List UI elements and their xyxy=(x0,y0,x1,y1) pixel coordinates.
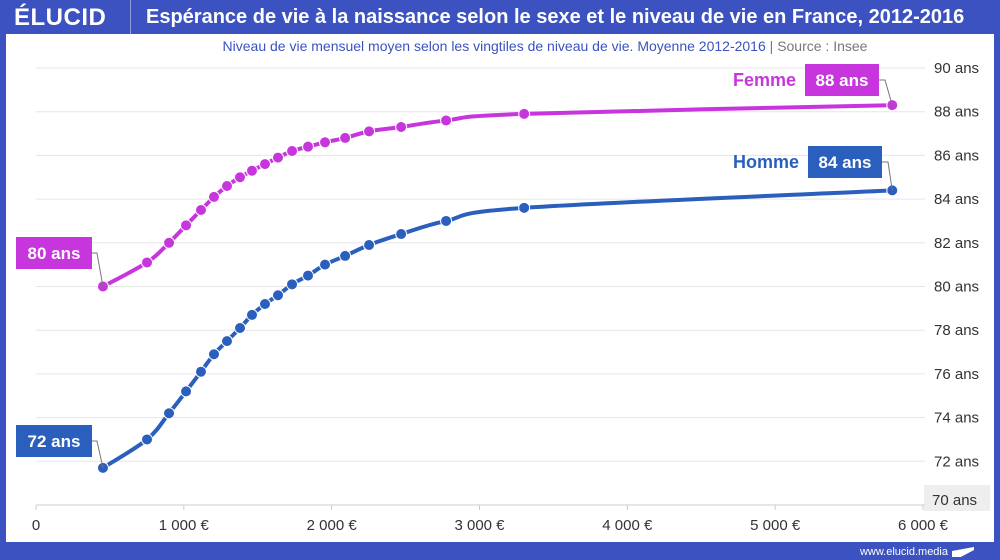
data-point xyxy=(339,131,352,144)
data-point xyxy=(395,228,408,241)
data-point xyxy=(286,278,299,291)
y-tick-label: 78 ans xyxy=(934,322,979,339)
data-point xyxy=(141,256,154,269)
x-tick-label: 4 000 € xyxy=(602,517,653,534)
y-tick-label: 84 ans xyxy=(934,191,979,208)
end-label-box xyxy=(808,146,882,178)
data-point xyxy=(180,219,193,232)
end-label: 84 ans xyxy=(819,153,872,172)
data-point xyxy=(194,204,207,217)
start-label-box xyxy=(16,237,92,269)
label-leader xyxy=(90,252,104,287)
data-point xyxy=(272,289,285,302)
data-point xyxy=(180,385,193,398)
y-tick-label: 70 ans xyxy=(932,492,977,509)
start-label-box xyxy=(16,425,92,457)
data-point xyxy=(518,107,531,120)
footer-url[interactable]: www.elucid.media xyxy=(859,546,948,558)
y-tick-label: 90 ans xyxy=(934,60,979,77)
data-point xyxy=(245,164,258,177)
logo: ÉLUCID xyxy=(14,4,107,31)
header: ÉLUCID Espérance de vie à la naissance s… xyxy=(0,0,1000,34)
data-point xyxy=(286,145,299,158)
data-point xyxy=(245,308,258,321)
x-tick-label: 0 xyxy=(32,517,40,534)
data-point xyxy=(363,238,376,251)
data-point xyxy=(221,179,234,192)
data-point xyxy=(207,190,220,203)
legend-label-femme: Femme xyxy=(733,70,796,90)
header-divider xyxy=(130,0,131,34)
elucid-flag-icon xyxy=(952,547,974,557)
data-point xyxy=(163,236,176,249)
y-tick-label: 88 ans xyxy=(934,104,979,121)
end-label-box xyxy=(805,64,879,96)
data-point xyxy=(258,297,271,310)
data-point xyxy=(395,120,408,133)
start-label: 72 ans xyxy=(28,432,81,451)
series-line-homme xyxy=(101,188,893,470)
data-point xyxy=(319,258,332,271)
data-point xyxy=(339,249,352,262)
data-point xyxy=(440,214,453,227)
x-tick-label: 6 000 € xyxy=(898,517,949,534)
subtitle-text: Niveau de vie mensuel moyen selon les vi… xyxy=(222,38,766,54)
data-point xyxy=(302,140,315,153)
data-point xyxy=(234,322,247,335)
data-point xyxy=(258,158,271,171)
label-leader xyxy=(879,79,893,106)
y-tick-label: 76 ans xyxy=(934,366,979,383)
subtitle-separator: | xyxy=(769,38,774,54)
y-tick-label: 86 ans xyxy=(934,147,979,164)
subtitle: Niveau de vie mensuel moyen selon les vi… xyxy=(0,38,1000,54)
legend-label-homme: Homme xyxy=(733,152,799,172)
y-tick-bg xyxy=(924,485,990,511)
data-point xyxy=(194,365,207,378)
y-tick-label: 74 ans xyxy=(934,410,979,427)
label-leader xyxy=(882,161,893,191)
chart-title: Espérance de vie à la naissance selon le… xyxy=(146,6,965,28)
data-point xyxy=(234,171,247,184)
data-point xyxy=(207,348,220,361)
data-point xyxy=(363,125,376,138)
data-point xyxy=(163,407,176,420)
data-point xyxy=(440,114,453,127)
data-point xyxy=(319,136,332,149)
data-point xyxy=(518,201,531,214)
label-leader xyxy=(90,440,104,468)
start-label: 80 ans xyxy=(28,244,81,263)
data-point xyxy=(302,269,315,282)
y-tick-label: 80 ans xyxy=(934,279,979,296)
y-tick-label: 82 ans xyxy=(934,235,979,252)
chart-panel xyxy=(6,34,994,542)
source: Source : Insee xyxy=(777,38,868,54)
end-label: 88 ans xyxy=(816,71,869,90)
x-tick-label: 3 000 € xyxy=(454,517,505,534)
x-tick-label: 1 000 € xyxy=(159,517,210,534)
x-tick-label: 2 000 € xyxy=(307,517,358,534)
data-point xyxy=(221,335,234,348)
y-tick-label: 72 ans xyxy=(934,453,979,470)
x-tick-label: 5 000 € xyxy=(750,517,801,534)
data-point xyxy=(141,433,154,446)
data-point xyxy=(272,151,285,164)
